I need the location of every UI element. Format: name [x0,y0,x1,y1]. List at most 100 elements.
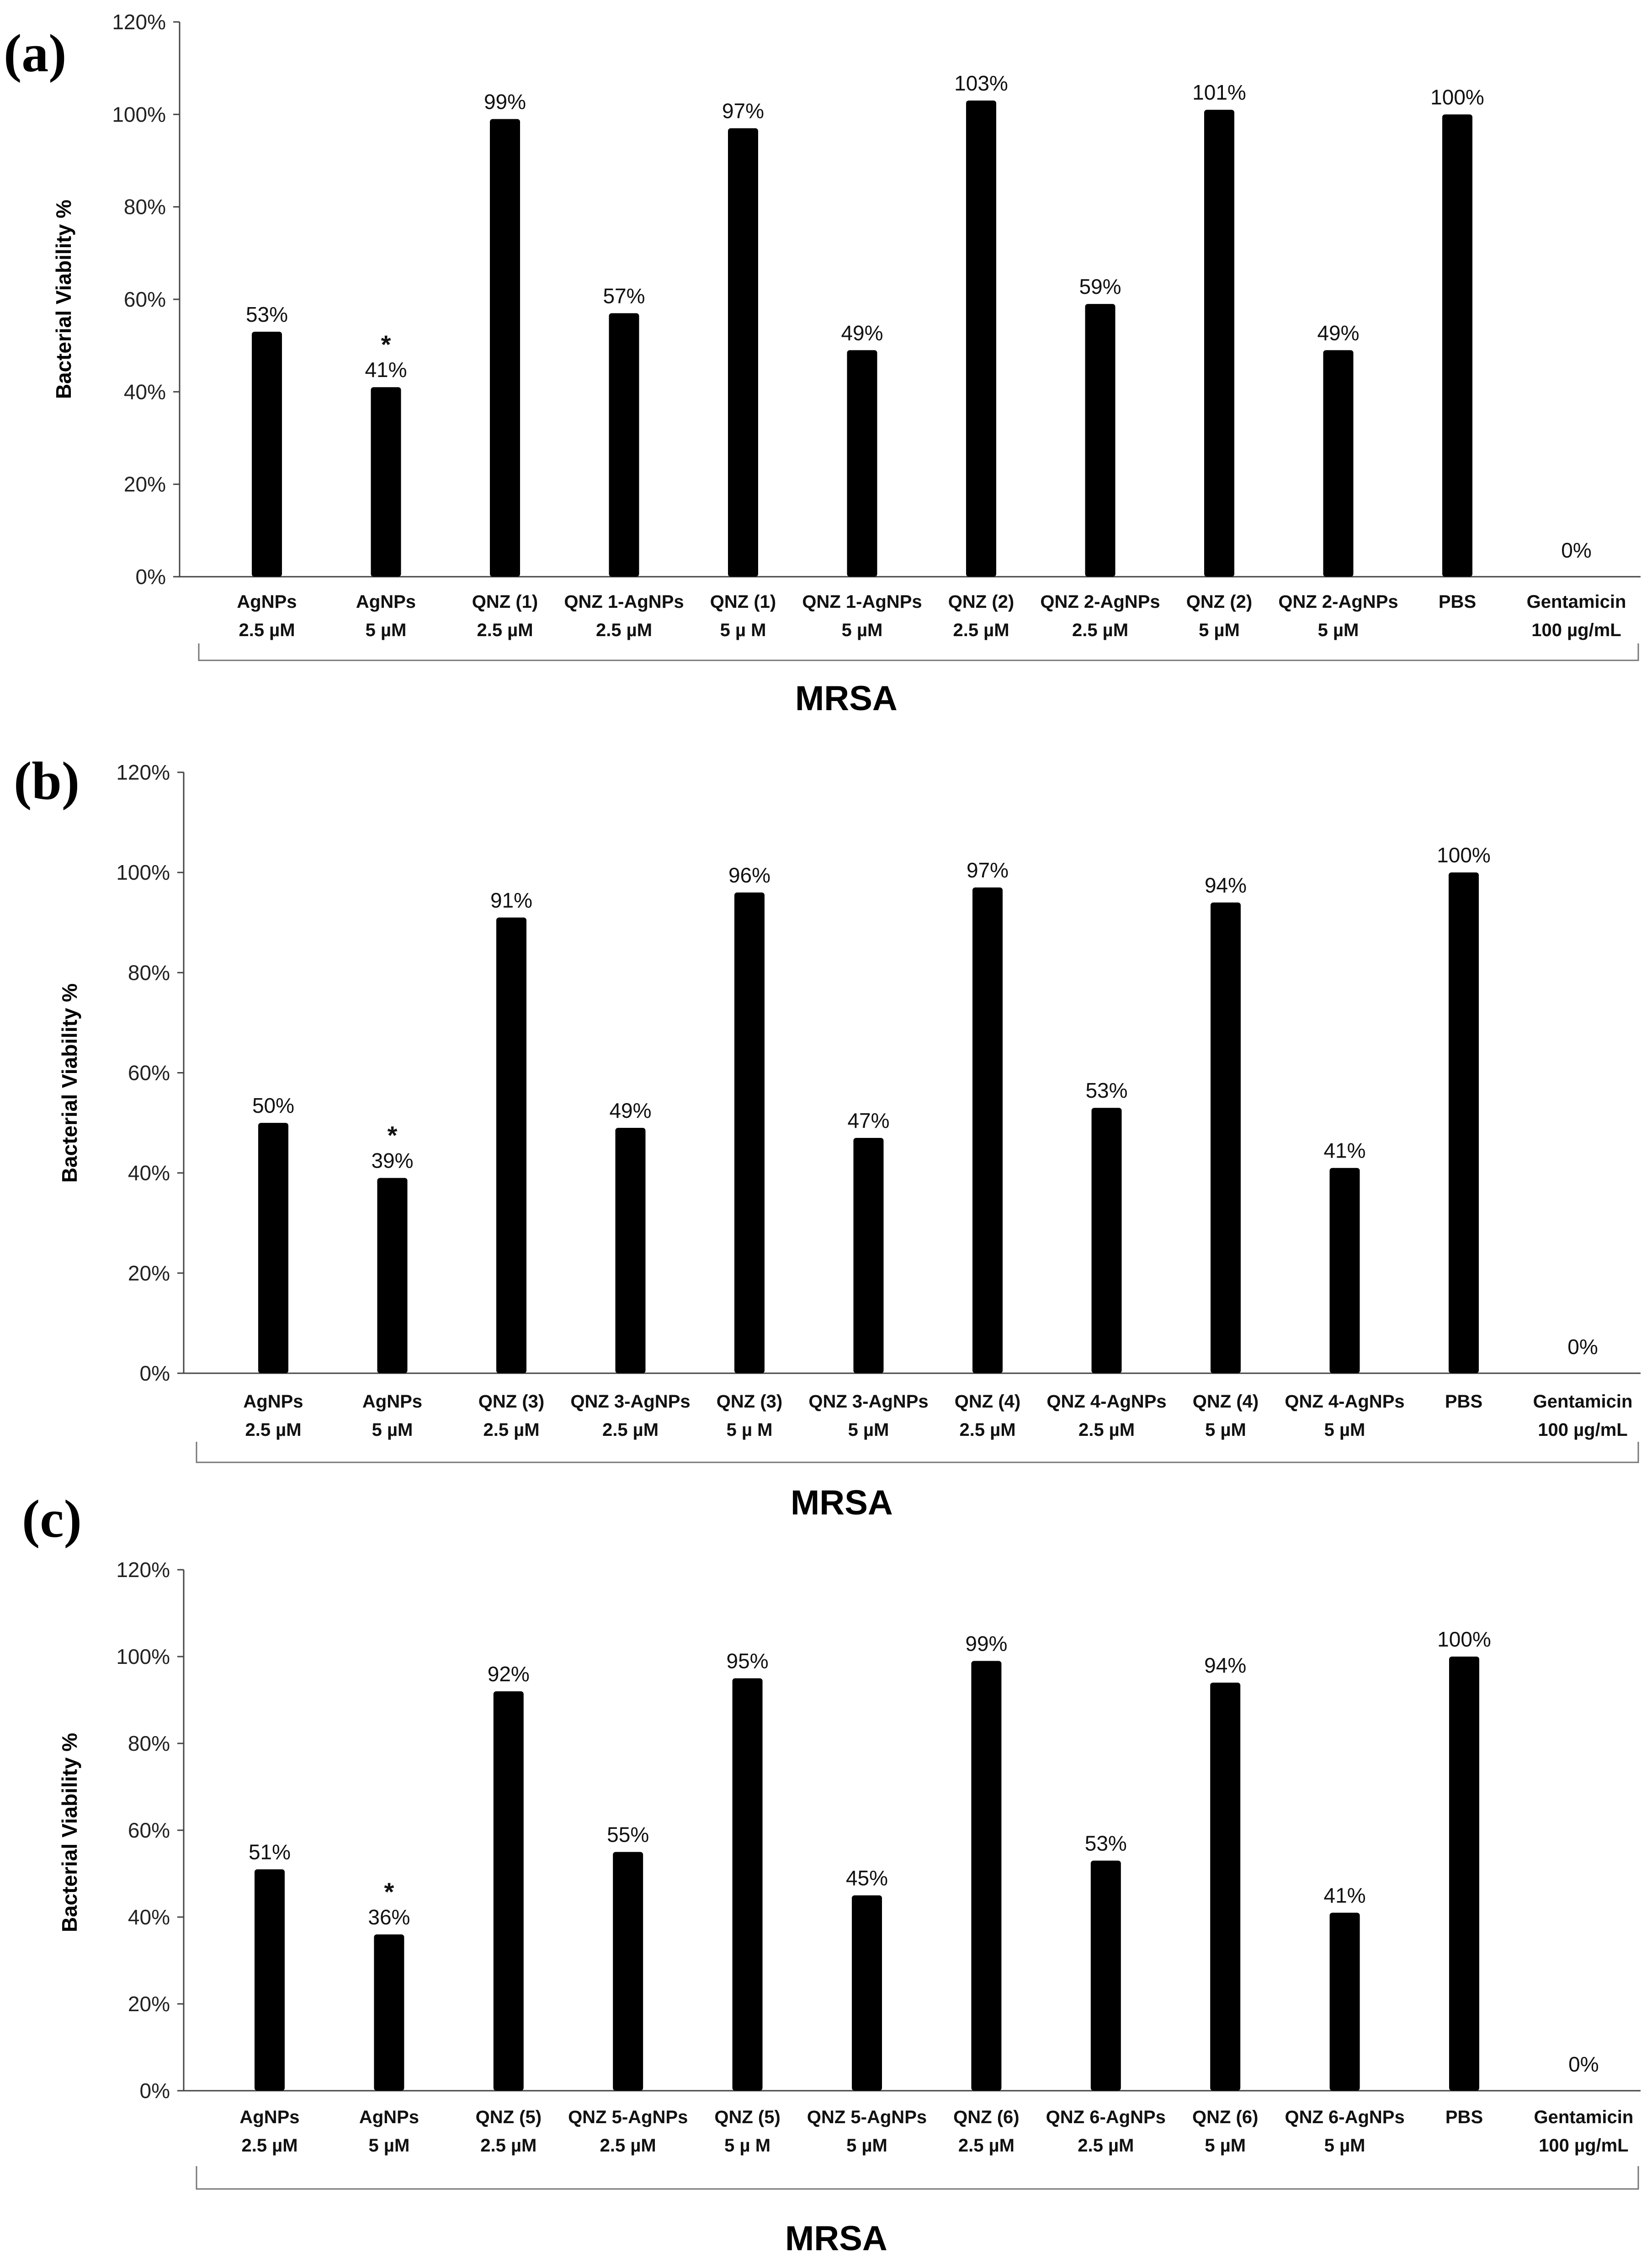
significance-marker: * [384,1877,394,1906]
y-tick-label: 0% [140,1361,170,1385]
y-tick-label: 40% [128,1161,170,1185]
x-tick-label-line2: 5 µM [1318,620,1359,640]
data-label: 99% [965,1632,1007,1656]
x-tick-label: QNZ 1-AgNPs [802,592,922,612]
y-tick-label: 40% [124,380,166,404]
bar [255,1869,285,2091]
x-tick-label-line2: 5 µM [1324,2136,1365,2156]
x-tick-label: QNZ 2-AgNPs [1278,592,1398,612]
bar [1323,350,1354,577]
y-tick-label: 20% [124,473,166,496]
group-bracket [198,643,1639,661]
data-label: 0% [1561,538,1591,562]
x-tick-label-line2: 5 µ M [727,1420,773,1440]
chart-panel-b: (b) 0% 20% 40% 60% 80% 100% 120% Bacterial Viab… [0,740,1652,1522]
x-tick-label-line2: 2.5 µM [245,1420,301,1440]
x-tick-label: AgNPs [362,1392,422,1412]
data-label: 45% [846,1866,888,1890]
data-label: 39% [371,1149,413,1173]
x-tick-label: PBS [1445,2107,1483,2127]
data-label: 92% [488,1662,530,1686]
bar [1090,1860,1121,2091]
panel-label: (c) [22,1489,82,1549]
bar [252,331,282,577]
bar [852,1895,882,2091]
bar [1210,1683,1241,2091]
bar [847,350,877,577]
y-tick-label: 60% [128,1818,170,1842]
x-tick-label-line2: 2.5 µM [959,1420,1015,1440]
bar [613,1852,643,2091]
data-label: 95% [727,1649,769,1673]
x-tick-label: AgNPs [239,2107,299,2127]
x-tick-label: AgNPs [237,592,297,612]
x-tick-label-line2: 2.5 µM [1072,620,1128,640]
x-tick-label-line2: 5 µM [1199,620,1240,640]
significance-marker: * [381,330,391,359]
x-tick-label: QNZ 2-AgNPs [1040,592,1160,612]
x-tick-label: QNZ (4) [1193,1392,1259,1412]
data-label: 0% [1567,1335,1598,1359]
bar [1449,1657,1479,2091]
data-label: 41% [1324,1884,1366,1907]
bar [966,100,996,577]
x-tick-label: QNZ (3) [478,1392,544,1412]
y-tick-label: 120% [116,760,170,784]
bar [374,1934,404,2091]
y-tick-label: 60% [128,1061,170,1085]
data-label: 57% [603,284,645,308]
x-tick-label-line2: 5 µM [1324,1420,1365,1440]
data-label: 94% [1205,873,1247,897]
y-tick-label: 20% [128,1261,170,1285]
bar [972,887,1003,1373]
y-tick-label: 120% [116,1558,170,1582]
x-tick-label-line2: 5 µ M [724,2136,770,2156]
bar [1085,304,1115,577]
x-tick-label-line2: 2.5 µM [241,2136,297,2156]
x-tick-label-line2: 5 µM [1205,2136,1246,2156]
bar [1211,902,1241,1373]
x-tick-label: QNZ (4) [955,1392,1020,1412]
x-tick-label-line2: 100 µg/mL [1539,2136,1628,2156]
data-label: 100% [1437,1627,1491,1651]
y-tick-label: 80% [128,961,170,984]
x-tick-label: Gentamicin [1534,2107,1633,2127]
bar [493,1691,524,2091]
y-tick-label: 20% [128,1992,170,2016]
bar [853,1137,884,1373]
bar [1442,114,1472,577]
x-tick-label: QNZ 3-AgNPs [808,1392,928,1412]
x-tick-label-line2: 2.5 µM [600,2136,656,2156]
x-tick-label: QNZ 3-AgNPs [570,1392,690,1412]
x-tick-label: QNZ (5) [714,2107,780,2127]
y-tick-label: 100% [116,861,170,884]
x-tick-label: QNZ 6-AgNPs [1285,2107,1404,2127]
x-tick-label: QNZ 5-AgNPs [807,2107,927,2127]
x-tick-label-line2: 5 µM [846,2136,887,2156]
data-label: 96% [728,863,770,887]
data-label: 0% [1568,2052,1599,2076]
data-label: 41% [1323,1139,1365,1163]
chart-panel-a: (a) 0% 20% 40% 60% 80% 100% 120% Bacterial Viab… [0,0,1652,740]
bar [371,387,401,577]
bar [496,917,526,1373]
bar [1329,1168,1360,1373]
x-tick-label: QNZ (5) [476,2107,542,2127]
y-tick-label: 100% [112,102,166,126]
x-tick-label: Gentamicin [1533,1392,1633,1412]
x-tick-label-line2: 5 µM [1205,1420,1246,1440]
group-title-mrsa: MRSA [791,1483,893,1522]
data-label: 53% [1085,1078,1127,1102]
group-bracket [196,1442,1639,1463]
data-label: 49% [1317,321,1359,345]
x-tick-label: AgNPs [359,2107,419,2127]
data-label: 59% [1079,275,1121,298]
data-label: 97% [967,858,1009,882]
x-tick-label: PBS [1445,1392,1482,1412]
x-tick-label: QNZ (1) [472,592,538,612]
y-tick-label: 0% [140,2079,170,2103]
panel-label: (b) [14,751,80,811]
x-tick-label: QNZ 4-AgNPs [1046,1392,1166,1412]
x-tick-label-line2: 2.5 µM [953,620,1009,640]
bar [1449,872,1479,1373]
